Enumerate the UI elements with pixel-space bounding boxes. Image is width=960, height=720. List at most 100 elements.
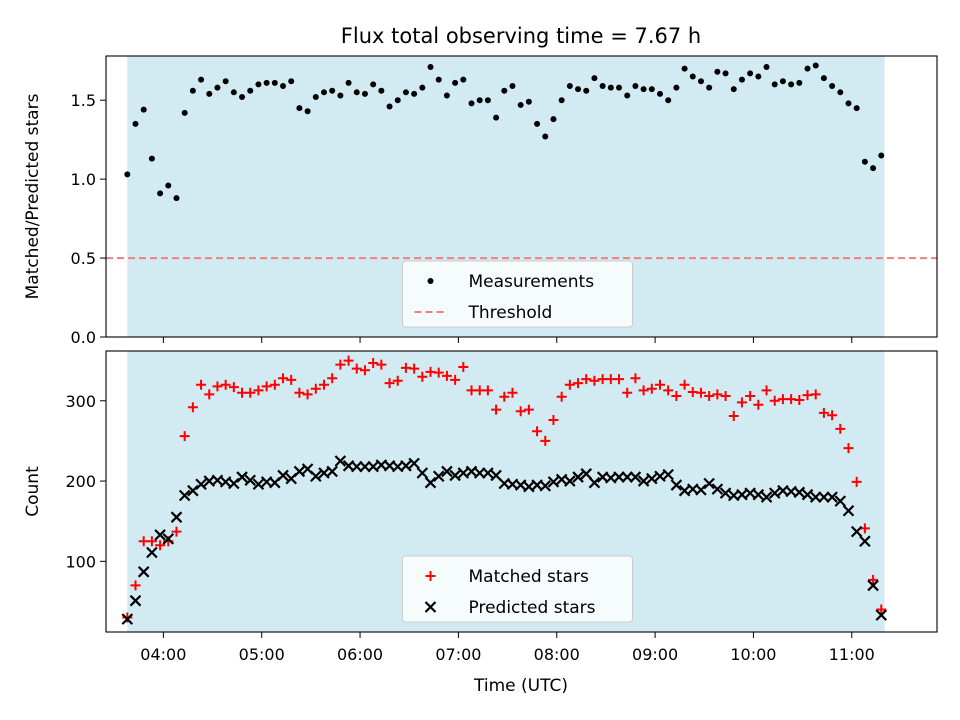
legend-label: Measurements [469,272,595,292]
data-point [320,89,327,96]
y-tick-label: 0.5 [71,249,96,268]
data-point [157,190,164,197]
data-point [812,62,819,69]
data-point [827,410,838,421]
data-point [296,105,303,112]
data-point [427,64,434,71]
data-point [796,79,803,86]
data-point [794,394,805,405]
data-point [599,82,606,89]
data-point [501,87,508,94]
data-point [441,465,453,478]
data-point [719,487,732,499]
data-point [228,477,240,490]
y-tick-label: 1.5 [71,91,96,110]
data-point [130,580,141,591]
legend-label: Matched stars [469,567,589,587]
data-point [695,484,707,496]
data-point [230,89,237,96]
data-point [517,101,524,108]
data-point [288,78,295,85]
data-point [450,374,461,385]
data-point [277,469,289,482]
data-point [255,81,262,88]
data-point [432,470,445,483]
data-point [482,385,493,396]
data-point [523,404,534,415]
data-point [859,523,870,534]
data-point [793,486,806,499]
data-point [788,81,795,88]
data-point [132,120,139,127]
data-point [583,87,590,94]
x-tick-label: 10:00 [730,645,776,664]
legend: Matched stars Predicted stars [402,555,633,623]
data-point [763,64,770,71]
data-point [655,379,665,390]
data-point [834,495,847,507]
data-point [663,385,674,396]
data-point [253,385,264,396]
data-point [204,389,215,400]
data-point [129,594,142,607]
data-point [867,579,879,592]
data-point [540,435,551,446]
data-point [312,94,319,101]
data-point [738,76,745,83]
data-point [736,397,747,408]
data-point [155,540,166,551]
data-point [637,475,650,487]
data-point [400,460,412,472]
data-point [122,612,133,623]
x-tick-label: 07:00 [435,645,481,664]
data-point [140,106,147,113]
data-point [458,362,469,373]
data-point [648,86,655,93]
data-point [170,511,183,523]
data-point [548,415,559,426]
data-point [293,465,306,478]
data-point [409,363,420,374]
data-point [534,120,541,127]
data-point [753,399,764,410]
chart-title: Flux total observing time = 7.67 h [341,24,701,48]
data-point [124,171,131,178]
data-point [435,76,442,83]
data-point [646,383,657,394]
data-point [198,76,205,83]
data-point [761,385,772,396]
data-point [154,529,166,541]
data-point [402,89,409,96]
data-point [630,373,641,384]
data-point [804,65,811,72]
data-point [165,182,172,189]
data-point [351,363,362,374]
data-point [850,525,863,538]
data-point [525,98,532,105]
data-point [646,472,658,485]
data-point [810,389,821,400]
data-point [162,533,175,545]
data-point [343,355,354,366]
data-point [271,79,278,86]
data-point [657,90,663,97]
y-tick-label: 0.0 [71,328,96,347]
data-point [556,391,567,402]
y-tick-label: 100 [65,552,96,571]
data-point [433,367,444,378]
data-point [614,374,625,385]
data-point [679,379,690,390]
data-point [236,471,248,483]
data-point [318,379,329,390]
data-point [468,100,475,107]
data-point [247,87,254,94]
data-point [730,86,737,93]
data-point [507,387,518,398]
data-point [220,379,231,390]
y-tick-label: 200 [65,472,96,491]
data-point [665,97,672,104]
data-point [392,375,403,386]
data-point [681,65,688,72]
data-point [572,471,584,483]
